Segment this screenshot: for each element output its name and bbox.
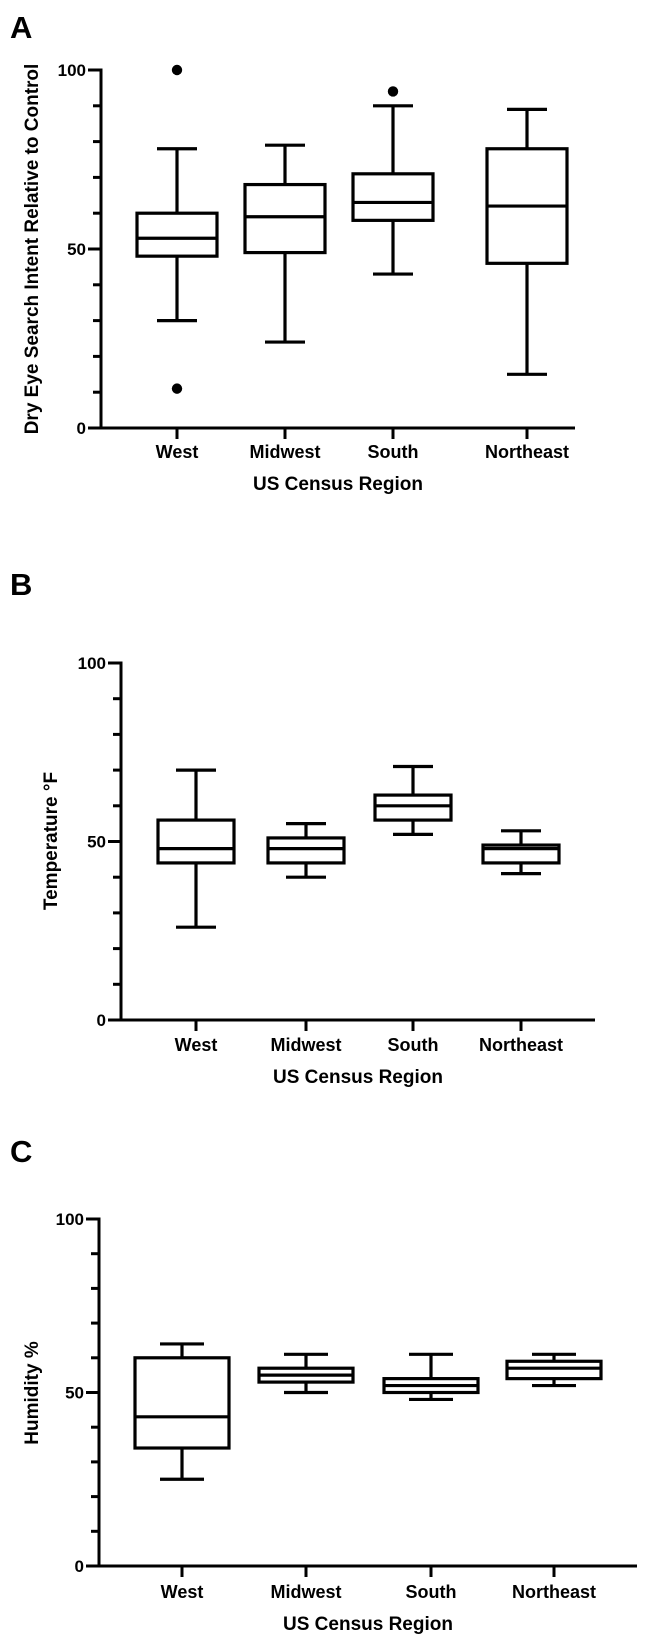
box-iqr [481, 843, 561, 865]
x-tick-label: West [175, 1035, 218, 1055]
x-tick-label: West [156, 442, 199, 462]
y-axis-title: Humidity % [22, 1341, 43, 1445]
panel-letter: B [10, 567, 32, 602]
box-iqr [505, 1359, 603, 1381]
y-tick-label: 50 [67, 240, 86, 259]
y-axis-title: Temperature °F [41, 772, 62, 910]
y-axis-title: Dry Eye Search Intent Relative to Contro… [22, 64, 43, 435]
x-tick-label: Midwest [270, 1582, 341, 1602]
y-tick-label: 0 [97, 1011, 106, 1030]
x-axis-title: US Census Region [283, 1614, 453, 1635]
box-iqr [351, 172, 435, 222]
y-tick-label: 0 [75, 1557, 84, 1576]
x-tick-label: Midwest [270, 1035, 341, 1055]
box-iqr [133, 1356, 231, 1450]
box-iqr [135, 211, 219, 258]
x-tick-label: Northeast [479, 1035, 563, 1055]
panel-letter: A [10, 10, 32, 45]
x-tick-label: Midwest [249, 442, 320, 462]
x-tick-label: South [368, 442, 419, 462]
x-tick-label: Northeast [512, 1582, 596, 1602]
outlier-point [171, 383, 183, 394]
outlier-point [171, 64, 183, 76]
box-iqr [266, 836, 346, 865]
x-axis-title: US Census Region [253, 474, 423, 495]
box-iqr [156, 818, 236, 865]
x-tick-label: South [406, 1582, 457, 1602]
y-tick-label: 100 [56, 1210, 84, 1229]
x-tick-label: Northeast [485, 442, 569, 462]
y-tick-label: 50 [87, 833, 106, 852]
y-tick-label: 100 [58, 61, 86, 80]
x-axis-title: US Census Region [273, 1067, 443, 1088]
y-tick-label: 100 [78, 654, 106, 673]
box-iqr [243, 182, 327, 255]
panel-letter: C [10, 1134, 32, 1169]
outlier-point [387, 86, 399, 97]
y-tick-label: 0 [77, 419, 86, 438]
box-iqr [373, 793, 453, 822]
y-tick-label: 50 [65, 1384, 84, 1403]
x-tick-label: South [388, 1035, 439, 1055]
x-tick-label: West [161, 1582, 204, 1602]
